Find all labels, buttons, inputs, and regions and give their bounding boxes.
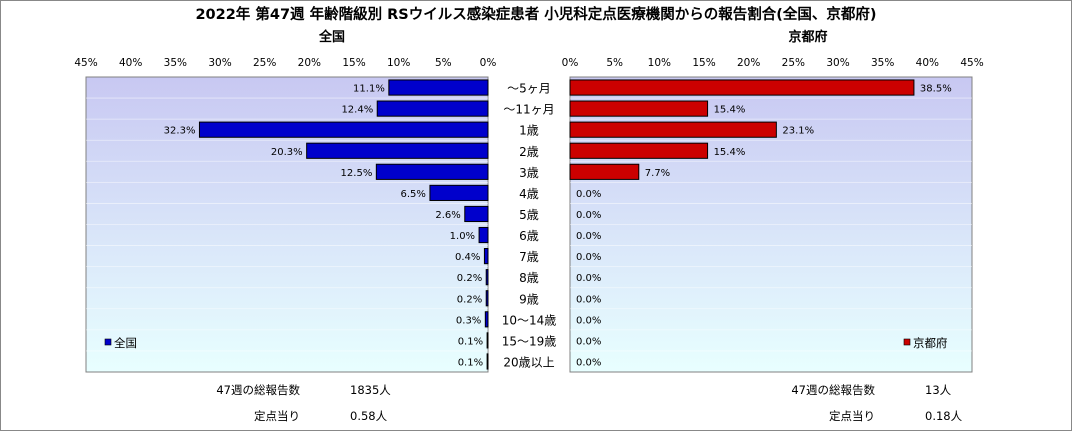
kyoto-data-label: 0.0%: [576, 231, 601, 242]
national-footer-value: 0.58人: [350, 409, 388, 423]
kyoto-footer-value: 13人: [925, 383, 952, 397]
national-bar: [388, 79, 489, 96]
kyoto-x-tick-label: 25%: [782, 57, 805, 69]
kyoto-x-tick-label: 0%: [562, 57, 579, 69]
kyoto-x-tick-label: 40%: [916, 57, 939, 69]
category-label: 6歳: [519, 229, 539, 243]
kyoto-footer-value: 0.18人: [925, 409, 963, 423]
kyoto-data-label: 0.0%: [576, 315, 601, 326]
national-data-label: 0.1%: [458, 357, 483, 368]
kyoto-bar: [569, 121, 777, 138]
national-x-tick-label: 30%: [208, 57, 231, 69]
kyoto-footer-label: 定点当り: [829, 409, 875, 423]
national-x-tick-label: 10%: [387, 57, 410, 69]
kyoto-panel-title: 京都府: [788, 29, 827, 45]
national-bar: [478, 226, 489, 244]
kyoto-data-label: 0.0%: [576, 336, 601, 347]
kyoto-data-label: 0.0%: [576, 252, 601, 263]
national-bar: [486, 332, 489, 349]
national-legend-swatch: [104, 338, 112, 346]
kyoto-x-tick-label: 35%: [871, 57, 894, 69]
kyoto-data-label: 0.0%: [576, 273, 601, 284]
national-data-label: 32.3%: [164, 126, 196, 137]
kyoto-bar: [569, 142, 709, 159]
national-x-tick-label: 20%: [298, 57, 321, 69]
category-label: 3歳: [519, 166, 539, 180]
national-bar: [429, 184, 489, 201]
national-bar: [486, 353, 489, 370]
kyoto-data-label: 0.0%: [576, 189, 601, 200]
category-label: ～5ヶ月: [507, 82, 551, 96]
category-label: 1歳: [519, 124, 539, 138]
national-x-tick-label: 0%: [480, 57, 497, 69]
kyoto-data-label: 38.5%: [920, 84, 952, 95]
national-x-tick-label: 5%: [435, 57, 452, 69]
national-bar: [306, 142, 489, 159]
national-legend-label: 全国: [114, 336, 137, 350]
kyoto-data-label: 0.0%: [576, 210, 601, 221]
category-label: 5歳: [519, 208, 539, 222]
category-label: 9歳: [519, 292, 539, 306]
kyoto-data-label: 23.1%: [782, 126, 814, 137]
national-bar: [376, 100, 489, 117]
national-bar: [485, 269, 489, 286]
kyoto-bar: [569, 163, 640, 180]
national-data-label: 2.6%: [435, 210, 460, 221]
national-data-label: 20.3%: [271, 147, 303, 158]
national-data-label: 11.1%: [353, 84, 385, 95]
national-data-label: 0.4%: [455, 252, 480, 263]
kyoto-data-label: 7.7%: [645, 168, 670, 179]
kyoto-data-label: 15.4%: [714, 105, 746, 116]
national-bar: [483, 248, 489, 265]
national-footer-label: 47週の総報告数: [216, 383, 300, 397]
national-data-label: 12.4%: [341, 105, 373, 116]
national-x-tick-label: 45%: [74, 57, 97, 69]
category-label: 7歳: [519, 250, 539, 264]
national-panel-title: 全国: [318, 29, 345, 45]
national-data-label: 0.2%: [457, 294, 482, 305]
national-data-label: 0.3%: [456, 315, 481, 326]
category-label: 4歳: [519, 187, 539, 201]
chart-title: 2022年 第47週 年齢階級別 RSウイルス感染症患者 小児科定点医療機関から…: [195, 5, 876, 23]
national-data-label: 12.5%: [341, 168, 373, 179]
kyoto-x-tick-label: 30%: [826, 57, 849, 69]
kyoto-x-tick-label: 10%: [648, 57, 671, 69]
kyoto-footer-label: 47週の総報告数: [791, 383, 875, 397]
category-label: 10～14歳: [502, 313, 557, 327]
national-bar: [375, 163, 489, 180]
kyoto-legend-swatch: [903, 338, 911, 346]
national-footer-value: 1835人: [350, 383, 391, 397]
kyoto-x-tick-label: 15%: [692, 57, 715, 69]
national-bar: [198, 121, 489, 138]
kyoto-x-tick-label: 45%: [960, 57, 983, 69]
national-x-tick-label: 35%: [164, 57, 187, 69]
national-x-tick-label: 25%: [253, 57, 276, 69]
kyoto-bar: [569, 79, 915, 96]
national-data-label: 6.5%: [401, 189, 426, 200]
national-x-tick-label: 40%: [119, 57, 142, 69]
national-bar: [485, 290, 489, 307]
kyoto-legend-label: 京都府: [913, 336, 948, 350]
kyoto-data-label: 0.0%: [576, 357, 601, 368]
kyoto-data-label: 15.4%: [714, 147, 746, 158]
kyoto-x-tick-label: 20%: [737, 57, 760, 69]
category-label: 20歳以上: [503, 355, 554, 369]
national-data-label: 0.1%: [458, 336, 483, 347]
category-label: 8歳: [519, 271, 539, 285]
category-label: 2歳: [519, 145, 539, 159]
kyoto-x-tick-label: 5%: [606, 57, 623, 69]
national-footer-label: 定点当り: [254, 409, 300, 423]
category-label: ～11ヶ月: [503, 103, 554, 117]
national-data-label: 0.2%: [457, 273, 482, 284]
national-bar: [484, 311, 489, 328]
national-x-tick-label: 15%: [342, 57, 365, 69]
national-data-label: 1.0%: [450, 231, 475, 242]
kyoto-bar: [569, 100, 709, 117]
kyoto-data-label: 0.0%: [576, 294, 601, 305]
national-bar: [464, 205, 489, 223]
category-label: 15～19歳: [502, 334, 557, 348]
